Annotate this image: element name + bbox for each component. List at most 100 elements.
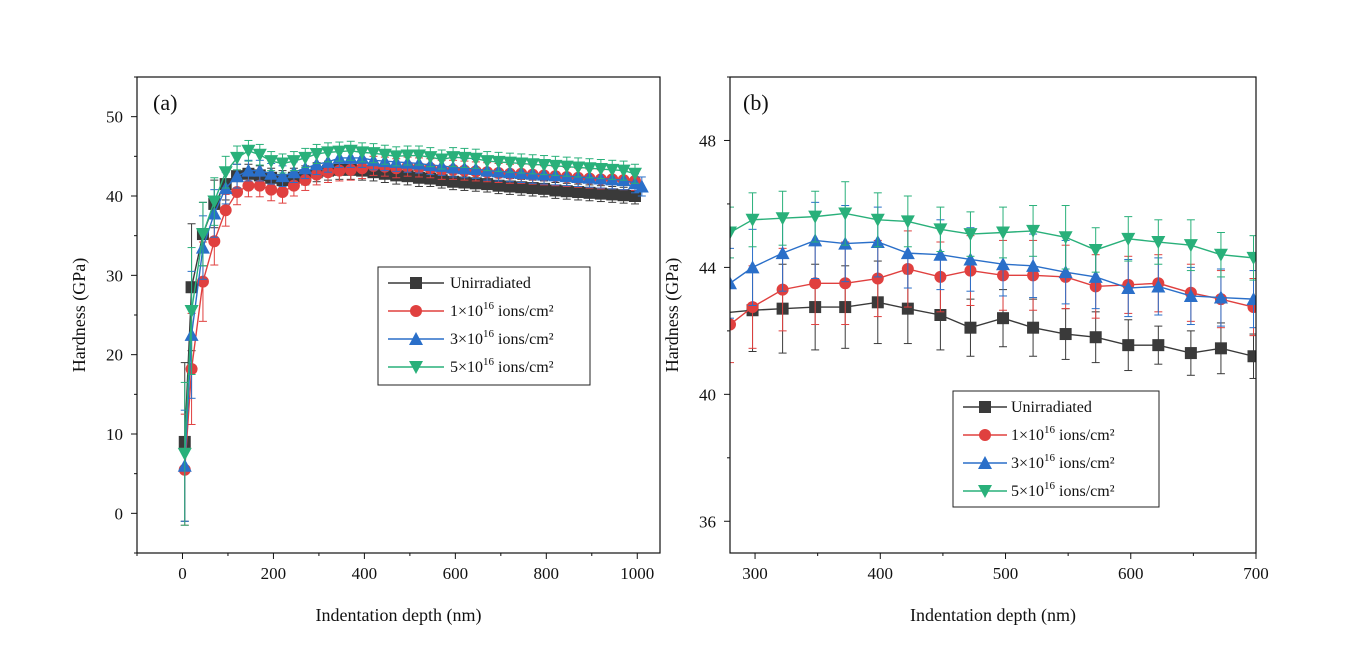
data-point: [838, 207, 853, 221]
data-point: [526, 182, 539, 195]
legend-b: Unirradiated 1×1016 ions/cm² 3×1016 ions/c…: [952, 390, 1160, 508]
data-point: [1088, 269, 1103, 283]
data-point: [446, 151, 461, 165]
data-point: [617, 189, 630, 202]
data-point: [1089, 331, 1102, 344]
data-point: [963, 252, 978, 266]
data-point: [377, 148, 392, 162]
x-tick-label: 600: [1118, 564, 1144, 583]
data-point: [196, 275, 209, 288]
data-point: [730, 276, 737, 290]
data-point: [1183, 239, 1198, 253]
x-tick-label: 400: [868, 564, 894, 583]
series-line: [730, 301, 1254, 357]
series-line: [730, 239, 1254, 300]
data-point: [286, 155, 301, 169]
data-point: [775, 212, 790, 226]
legend-label: 1×1016 ions/cm²: [450, 300, 554, 320]
data-point: [572, 186, 585, 199]
x-tick-label: 1000: [620, 564, 654, 583]
data-point: [286, 165, 301, 179]
data-point: [606, 188, 619, 201]
data-point: [627, 167, 642, 181]
plot-frame-b: [729, 76, 1257, 554]
data-point: [963, 228, 978, 242]
x-axis-title: Indentation depth (nm): [910, 605, 1076, 626]
data-point: [447, 175, 460, 188]
series-Unirradiated-b: [730, 260, 1256, 379]
data-point: [745, 213, 760, 227]
x-tick-label: 200: [261, 564, 287, 583]
data-point: [525, 158, 540, 172]
data-point: [241, 163, 256, 177]
data-point: [1058, 265, 1073, 279]
data-point: [1151, 279, 1166, 293]
data-point: [871, 272, 884, 285]
data-point: [1026, 224, 1041, 238]
data-point: [559, 160, 574, 174]
legend-marker: [978, 456, 992, 469]
data-point: [299, 174, 312, 187]
data-point: [745, 260, 760, 274]
data-point: [264, 155, 279, 169]
legend-marker: [410, 277, 422, 289]
data-point: [1151, 236, 1166, 250]
data-point: [560, 185, 573, 198]
data-point: [207, 195, 222, 209]
data-point: [900, 246, 915, 260]
x-tick-label: 600: [443, 564, 469, 583]
data-point: [933, 247, 948, 261]
data-point: [594, 187, 607, 200]
legend-item-Unirradiated: Unirradiated: [388, 275, 531, 292]
series-line: [730, 268, 1254, 326]
x-axis-title: Indentation depth (nm): [316, 605, 482, 626]
data-point: [1121, 281, 1136, 295]
data-point: [1152, 339, 1165, 352]
y-tick-label: 44: [699, 258, 717, 277]
legend-item-5e16: 5×1016 ions/cm²: [388, 356, 554, 376]
legend-label: Unirradiated: [450, 275, 531, 292]
data-point: [275, 157, 290, 171]
data-point: [480, 155, 495, 169]
series-line: [730, 212, 1254, 259]
data-point: [241, 144, 256, 158]
data-point: [184, 305, 199, 319]
legend-label: 3×1016 ions/cm²: [450, 328, 554, 348]
legend-item-Unirradiated: Unirradiated: [963, 399, 1092, 416]
plot-area-a: [177, 139, 649, 526]
y-tick-label: 40: [106, 187, 123, 206]
data-point: [997, 312, 1010, 325]
y-tick-label: 48: [699, 131, 716, 150]
legend-a: Unirradiated 1×1016 ions/cm² 3×1016 ions/c…: [377, 266, 591, 386]
data-point: [775, 246, 790, 260]
data-point: [730, 226, 737, 240]
data-point: [582, 162, 597, 176]
plot-area-b: [730, 181, 1256, 379]
legend-marker: [409, 361, 423, 374]
x-tick-label: 500: [993, 564, 1019, 583]
x-tick-label: 700: [1243, 564, 1269, 583]
data-point: [809, 277, 822, 290]
panel-label: (b): [743, 90, 769, 115]
data-point: [1247, 350, 1256, 363]
data-point: [195, 228, 210, 242]
legend-marker: [979, 401, 991, 413]
panel-label: (a): [153, 90, 177, 115]
data-point: [457, 151, 472, 165]
legend-label: 3×1016 ions/cm²: [1011, 452, 1115, 472]
data-point: [400, 149, 415, 163]
data-point: [634, 179, 649, 193]
data-point: [571, 161, 586, 175]
data-point: [1027, 321, 1040, 334]
data-point: [219, 204, 232, 217]
data-point: [177, 447, 192, 461]
data-point: [1246, 251, 1256, 265]
data-point: [389, 150, 404, 164]
data-point: [332, 145, 347, 159]
data-point: [1121, 232, 1136, 246]
chart-panel-b: 300 400 500 600 700 36 40 44 48 Indentation depth…: [662, 76, 1269, 626]
data-point: [515, 181, 528, 194]
data-point: [252, 163, 267, 177]
legend-item-1e16: 1×1016 ions/cm²: [388, 300, 554, 320]
